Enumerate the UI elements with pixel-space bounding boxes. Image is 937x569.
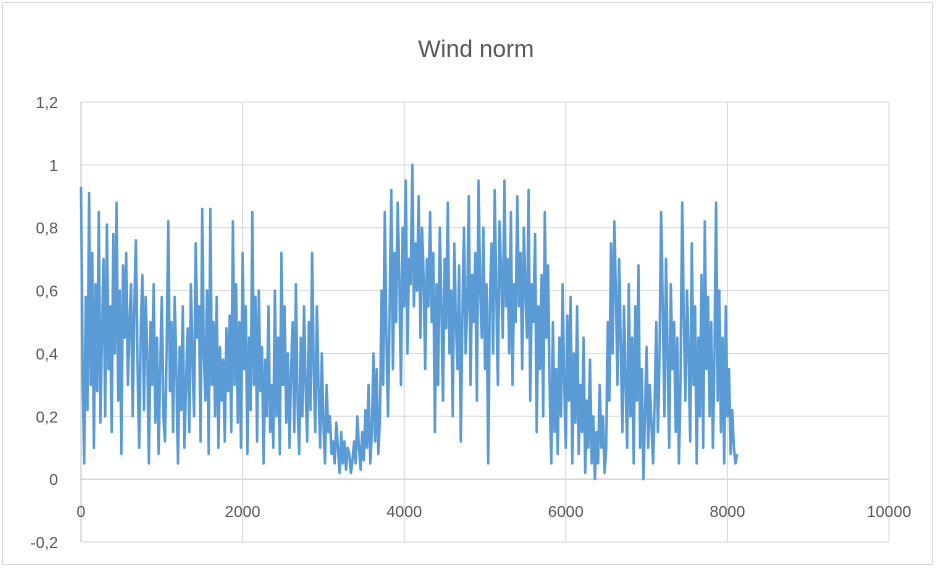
series-line	[79, 163, 739, 481]
y-tick-label: 0,6	[36, 284, 58, 301]
x-tick-label: 8000	[710, 504, 746, 521]
y-tick-label: 0,8	[36, 221, 58, 238]
y-axis-tick-labels: -0,2 0 0,2 0,4 0,6 0,8 1 1,2	[30, 95, 58, 552]
x-tick-label: 10000	[867, 504, 912, 521]
chart-title: Wind norm	[418, 36, 534, 63]
x-tick-label: 0	[77, 504, 86, 521]
y-tick-label: 0,2	[36, 409, 58, 426]
y-tick-label: 0,4	[36, 346, 58, 363]
y-tick-label: 0	[49, 472, 58, 489]
y-tick-label: -0,2	[30, 535, 58, 552]
y-tick-label: 1,2	[36, 95, 58, 112]
x-tick-label: 2000	[225, 504, 261, 521]
x-axis-tick-labels: 0 2000 4000 6000 8000 10000	[77, 504, 912, 521]
y-tick-label: 1	[49, 158, 58, 175]
x-tick-label: 6000	[548, 504, 584, 521]
x-tick-label: 4000	[386, 504, 422, 521]
